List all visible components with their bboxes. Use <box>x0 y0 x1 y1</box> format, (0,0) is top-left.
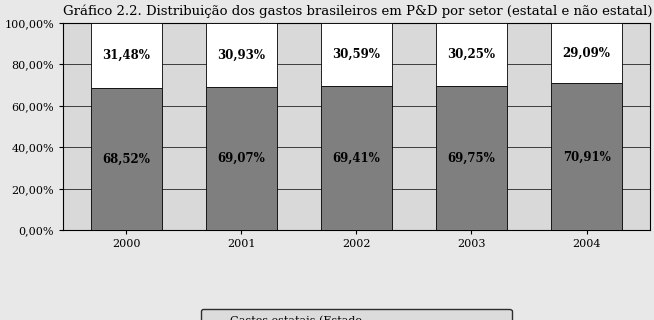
Legend: Gastos estatais (Estado
e empresas estatais), Gastos não estatais: Gastos estatais (Estado e empresas estat… <box>201 309 511 320</box>
Text: 69,07%: 69,07% <box>217 152 265 165</box>
Bar <box>320 86 392 230</box>
Bar <box>551 83 622 230</box>
Bar <box>436 23 507 86</box>
Bar <box>90 23 162 88</box>
Text: 69,41%: 69,41% <box>332 152 380 165</box>
Bar <box>205 87 277 230</box>
Text: 30,59%: 30,59% <box>332 48 381 61</box>
Text: Gráfico 2.2. Distribuição dos gastos brasileiros em P&D por setor (estatal e não: Gráfico 2.2. Distribuição dos gastos bra… <box>63 4 653 18</box>
Text: 30,25%: 30,25% <box>447 48 496 61</box>
Bar <box>320 23 392 86</box>
Bar <box>551 23 622 83</box>
Text: 70,91%: 70,91% <box>562 150 610 164</box>
Bar <box>90 88 162 230</box>
Text: 68,52%: 68,52% <box>102 153 150 166</box>
Text: 31,48%: 31,48% <box>102 49 150 62</box>
Text: 29,09%: 29,09% <box>562 47 610 60</box>
Text: 69,75%: 69,75% <box>447 152 495 164</box>
Bar <box>205 23 277 87</box>
Text: 30,93%: 30,93% <box>217 49 266 61</box>
Bar <box>436 86 507 230</box>
